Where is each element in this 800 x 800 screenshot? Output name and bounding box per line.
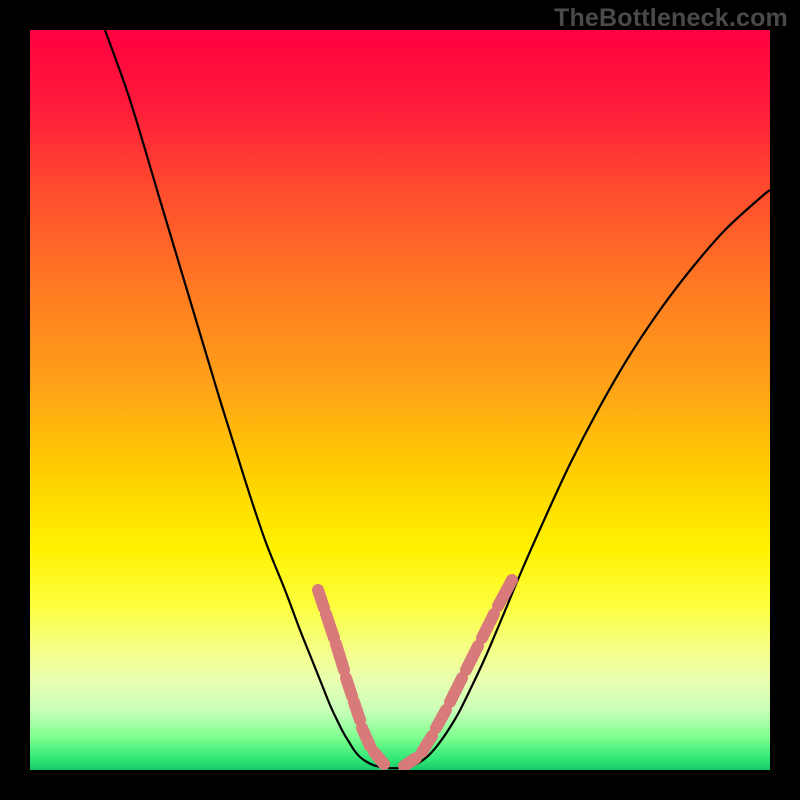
marker-segment — [326, 614, 334, 638]
marker-segment — [374, 752, 384, 764]
marker-segment — [336, 644, 344, 670]
marker-segment — [404, 758, 416, 766]
v-curve — [105, 30, 770, 768]
outer-frame: TheBottleneck.com — [0, 0, 800, 800]
marker-segment — [450, 678, 462, 702]
marker-segment — [422, 736, 432, 752]
marker-segment — [436, 710, 446, 728]
marker-segment — [466, 646, 478, 670]
marker-segment — [482, 614, 494, 638]
marker-segment — [346, 678, 352, 696]
marker-segment — [354, 702, 360, 720]
marker-segment — [498, 580, 512, 606]
marker-segment — [362, 728, 370, 746]
bottleneck-curve-layer — [30, 30, 770, 770]
marker-segment — [318, 590, 324, 608]
watermark-text: TheBottleneck.com — [554, 4, 788, 33]
plot-area — [30, 30, 770, 770]
